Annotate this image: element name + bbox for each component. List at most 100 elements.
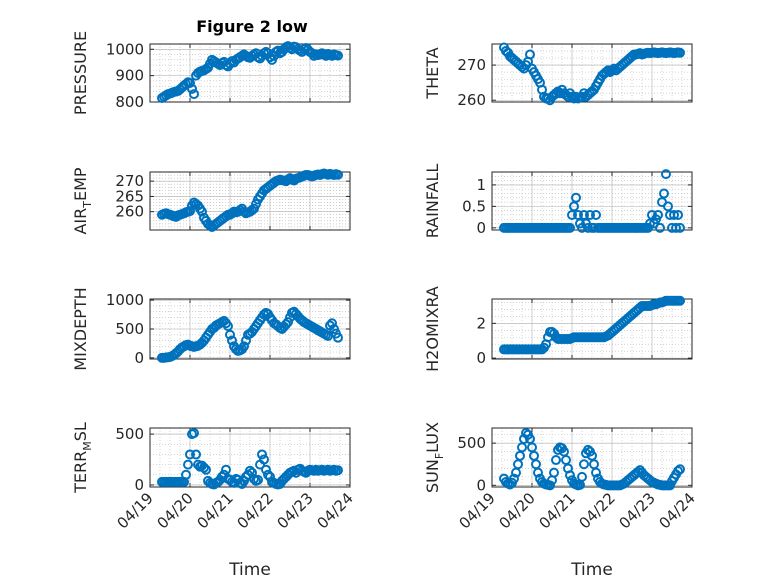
data-point: [653, 209, 663, 220]
data-point: [185, 78, 195, 89]
y-tick-label: 0: [134, 349, 144, 367]
data-point: [333, 169, 343, 180]
y-tick-label: 265: [115, 187, 144, 205]
data-point: [551, 455, 561, 466]
y-tick-label: 500: [115, 320, 144, 338]
data-point: [549, 467, 559, 478]
axes-frame: [491, 43, 693, 103]
data-point: [333, 50, 343, 61]
data-point: [571, 91, 581, 102]
data-point: [571, 192, 581, 203]
x-tick-label: 04/23: [616, 489, 659, 532]
y-tick-label: 1000: [106, 40, 144, 58]
data-point: [655, 222, 665, 233]
data-point: [189, 428, 199, 439]
y-axis-label-suffix: LUX: [423, 422, 442, 453]
data-point: [675, 47, 685, 58]
y-axis-label-text: SUN: [423, 459, 442, 493]
data-point: [185, 206, 195, 217]
data-point: [333, 332, 343, 343]
y-tick-label: 270: [115, 172, 144, 190]
data-point: [247, 467, 257, 478]
data-point: [245, 465, 255, 476]
y-axis-label: THETA: [423, 47, 442, 99]
y-axis-label-text: RAINFALL: [423, 164, 442, 239]
subplot-2: 260 270 THETA: [423, 42, 693, 109]
y-axis-label: RAINFALL: [423, 164, 442, 239]
data-point: [601, 67, 611, 78]
data-point: [661, 169, 671, 180]
data-point: [573, 209, 583, 220]
subplot-4: 0 0.5 1 RAINFALL: [423, 164, 693, 239]
x-axis-label: Time: [570, 560, 613, 580]
data-series: [157, 41, 343, 104]
data-point: [263, 469, 273, 480]
y-axis-label: AIRTEMP: [71, 167, 94, 234]
data-series: [499, 295, 685, 355]
axes-frame: [149, 43, 351, 103]
data-point: [225, 329, 235, 340]
y-tick-label: 2: [476, 314, 486, 332]
y-tick-label: 260: [115, 203, 144, 221]
y-tick-label: 0: [476, 219, 486, 237]
y-axis-label-text: H2OMIXRA: [423, 286, 442, 372]
data-series: [157, 306, 343, 363]
data-point: [609, 63, 619, 74]
x-tick-label: 04/19: [456, 489, 499, 532]
y-axis-label: PRESSURE: [71, 31, 90, 115]
data-series: [157, 168, 343, 232]
y-tick-label: 1000: [106, 291, 144, 309]
y-axis-label: MIXDEPTH: [71, 287, 90, 370]
data-point: [567, 209, 577, 220]
x-tick-label: 04/24: [656, 489, 699, 532]
data-point: [181, 469, 191, 480]
x-tick-label: 04/19: [114, 489, 157, 532]
axes-frame: [149, 171, 351, 231]
data-point: [185, 449, 195, 460]
figure-title: Figure 2 low: [196, 17, 308, 36]
data-point: [183, 459, 193, 470]
axes-frame: [491, 427, 693, 488]
subplot-7: 0 500 TERRMSL 04/1904/2004/2104/2204/2304/2…: [71, 422, 357, 580]
data-point: [329, 324, 339, 334]
y-axis-label: TERRMSL: [71, 422, 94, 494]
data-point: [569, 201, 579, 212]
axes-frame: [149, 298, 351, 360]
data-point: [565, 470, 575, 481]
y-tick-label: 500: [457, 434, 486, 452]
data-point: [671, 222, 681, 233]
x-tick-label: 04/22: [576, 489, 619, 532]
x-tick-label: 04/24: [314, 489, 357, 532]
data-point: [283, 317, 293, 328]
x-tick-label: 04/23: [274, 489, 317, 532]
y-axis-label-text: AIR: [71, 208, 90, 235]
data-point: [327, 318, 337, 329]
data-point: [227, 335, 237, 346]
subplot-5: 0 500 1000 MIXDEPTH: [71, 287, 351, 371]
data-point: [259, 454, 269, 465]
data-point: [223, 321, 233, 332]
x-tick-label: 04/22: [234, 489, 277, 532]
data-series: [499, 169, 685, 233]
y-tick-label: 0: [476, 476, 486, 494]
x-tick-label: 04/20: [496, 489, 539, 532]
data-point: [607, 65, 617, 76]
subplot-1: 800 900 1000 PRESSURE: [71, 31, 351, 115]
plot-area: [491, 427, 693, 488]
data-point: [197, 206, 207, 217]
data-point: [675, 295, 685, 306]
axes-frame: [491, 298, 693, 360]
data-point: [221, 464, 231, 475]
data-point: [201, 464, 211, 475]
data-point: [675, 222, 685, 233]
data-point: [217, 471, 227, 482]
y-axis-label-text: MIXDEPTH: [71, 287, 90, 370]
data-point: [253, 474, 263, 485]
data-point: [333, 465, 343, 476]
y-axis-label-suffix: SL: [71, 422, 90, 441]
subplot-6: 0 2 H2OMIXRA: [423, 286, 693, 372]
data-series: [157, 428, 343, 490]
